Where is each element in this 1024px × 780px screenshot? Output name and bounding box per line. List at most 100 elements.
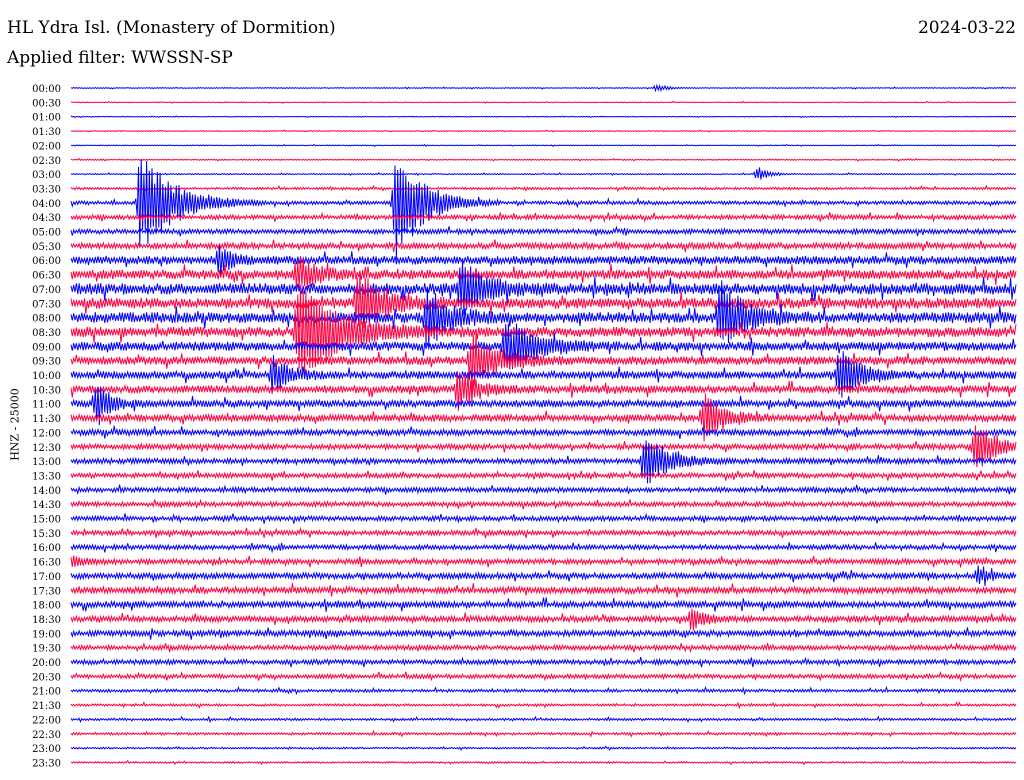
trace-row xyxy=(70,323,1017,370)
row-time-label: 07:30 xyxy=(32,299,61,310)
trace-row xyxy=(70,701,1017,710)
row-time-label: 09:00 xyxy=(32,342,61,353)
trace-row xyxy=(70,245,1017,278)
row-time-label: 20:30 xyxy=(32,672,61,683)
trace-row xyxy=(70,670,1017,683)
row-time-label: 08:00 xyxy=(32,314,61,325)
trace-row xyxy=(70,333,1017,393)
row-time-label: 05:00 xyxy=(32,228,61,239)
row-time-label: 18:00 xyxy=(32,601,61,612)
trace-row xyxy=(70,100,1017,104)
row-time-label: 03:30 xyxy=(32,184,61,195)
date-label: 2024-03-22 xyxy=(917,18,1016,38)
station-title: HL Ydra Isl. (Monastery of Dormition) xyxy=(7,18,336,38)
row-time-label: 19:00 xyxy=(32,629,61,640)
row-time-label: 13:30 xyxy=(32,471,61,482)
row-time-label: 06:00 xyxy=(32,256,61,267)
trace-row xyxy=(70,641,1017,654)
row-time-label: 12:00 xyxy=(32,428,61,439)
row-time-label: 07:00 xyxy=(32,285,61,296)
row-time-label: 14:00 xyxy=(32,486,61,497)
row-time-label: 03:00 xyxy=(32,170,61,181)
trace-row xyxy=(70,225,1017,237)
trace-row xyxy=(70,512,1017,524)
row-time-label: 12:30 xyxy=(32,443,61,454)
trace-row xyxy=(70,565,1017,587)
row-time-label: 11:30 xyxy=(32,414,61,425)
trace-row xyxy=(70,469,1017,481)
trace-row xyxy=(70,484,1017,496)
row-time-label: 23:00 xyxy=(32,744,61,755)
trace-row xyxy=(70,685,1017,696)
row-time-label: 17:00 xyxy=(32,572,61,583)
trace-row xyxy=(70,440,1017,484)
row-time-label: 02:30 xyxy=(32,156,61,167)
trace-row xyxy=(70,83,1017,93)
row-time-label: 16:00 xyxy=(32,543,61,554)
row-time-label: 15:30 xyxy=(32,529,61,540)
trace-row xyxy=(70,143,1017,148)
trace-row xyxy=(70,526,1017,539)
row-time-label: 10:30 xyxy=(32,385,61,396)
row-time-label: 09:30 xyxy=(32,357,61,368)
row-time-label: 00:00 xyxy=(32,84,61,95)
row-time-label: 16:30 xyxy=(32,558,61,569)
trace-row xyxy=(70,498,1017,510)
trace-row xyxy=(70,372,1017,411)
trace-row xyxy=(70,239,1017,253)
row-time-label: 14:30 xyxy=(32,500,61,511)
row-time-label: 19:30 xyxy=(32,644,61,655)
row-time-label: 06:30 xyxy=(32,271,61,282)
trace-row xyxy=(70,167,1017,180)
trace-row xyxy=(70,272,1017,329)
trace-row xyxy=(70,393,1017,442)
row-time-label: 17:30 xyxy=(32,586,61,597)
trace-row xyxy=(70,284,1017,376)
trace-row xyxy=(70,759,1017,766)
trace-row xyxy=(70,541,1017,554)
row-time-label: 22:30 xyxy=(32,730,61,741)
row-time-label: 05:30 xyxy=(32,242,61,253)
row-time-label: 23:30 xyxy=(32,758,61,769)
row-time-label: 15:00 xyxy=(32,515,61,526)
row-time-label: 21:30 xyxy=(32,701,61,712)
trace-row xyxy=(70,597,1017,612)
row-time-label: 20:00 xyxy=(32,658,61,669)
row-time-label: 00:30 xyxy=(32,98,61,109)
row-time-label: 04:30 xyxy=(32,213,61,224)
trace-row xyxy=(70,351,1017,398)
trace-row xyxy=(70,425,1017,468)
row-time-label: 22:00 xyxy=(32,715,61,726)
trace-row xyxy=(70,745,1017,751)
row-time-label: 11:00 xyxy=(32,400,61,411)
trace-row xyxy=(70,555,1017,568)
trace-row xyxy=(70,386,1017,426)
row-time-label: 10:00 xyxy=(32,371,61,382)
filter-label: Applied filter: WWSSN-SP xyxy=(7,48,233,68)
trace-row xyxy=(70,656,1017,668)
row-time-label: 08:30 xyxy=(32,328,61,339)
trace-row xyxy=(70,280,1017,348)
row-time-label: 13:00 xyxy=(32,457,61,468)
trace-row xyxy=(70,425,1017,439)
trace-row xyxy=(70,608,1017,631)
row-time-label: 01:30 xyxy=(32,127,61,138)
row-time-label: 18:30 xyxy=(32,615,61,626)
row-time-label: 02:00 xyxy=(32,141,61,152)
trace-row xyxy=(70,211,1017,223)
trace-row xyxy=(70,157,1017,162)
trace-row xyxy=(70,159,1017,260)
trace-row xyxy=(70,184,1017,193)
trace-row xyxy=(70,261,1017,315)
row-time-label: 21:00 xyxy=(32,687,61,698)
trace-row xyxy=(70,115,1017,119)
trace-row xyxy=(70,583,1017,598)
trace-row xyxy=(70,729,1017,738)
trace-row xyxy=(70,255,1017,290)
trace-row xyxy=(70,129,1017,133)
trace-row xyxy=(70,627,1017,640)
row-time-label: 01:00 xyxy=(32,113,61,124)
row-time-label: 04:00 xyxy=(32,199,61,210)
trace-row xyxy=(70,715,1017,724)
